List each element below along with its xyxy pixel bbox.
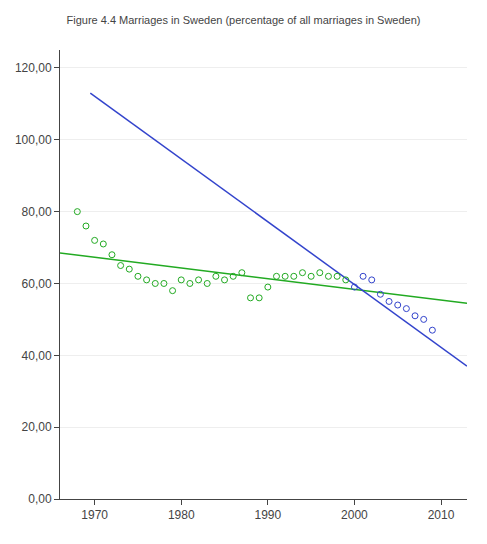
svg-text:1970: 1970 (81, 508, 108, 522)
svg-text:100,00: 100,00 (15, 133, 52, 147)
svg-text:1990: 1990 (254, 508, 281, 522)
svg-text:60,00: 60,00 (22, 277, 52, 291)
svg-text:0,00: 0,00 (28, 492, 52, 506)
svg-text:40,00: 40,00 (22, 349, 52, 363)
svg-text:80,00: 80,00 (22, 205, 52, 219)
svg-text:Figure 4.4 Marriages in Sweden: Figure 4.4 Marriages in Sweden (percenta… (66, 14, 420, 26)
svg-text:2010: 2010 (428, 508, 455, 522)
svg-text:120,00: 120,00 (15, 61, 52, 75)
svg-text:20,00: 20,00 (22, 420, 52, 434)
svg-text:2000: 2000 (341, 508, 368, 522)
svg-text:1980: 1980 (168, 508, 195, 522)
